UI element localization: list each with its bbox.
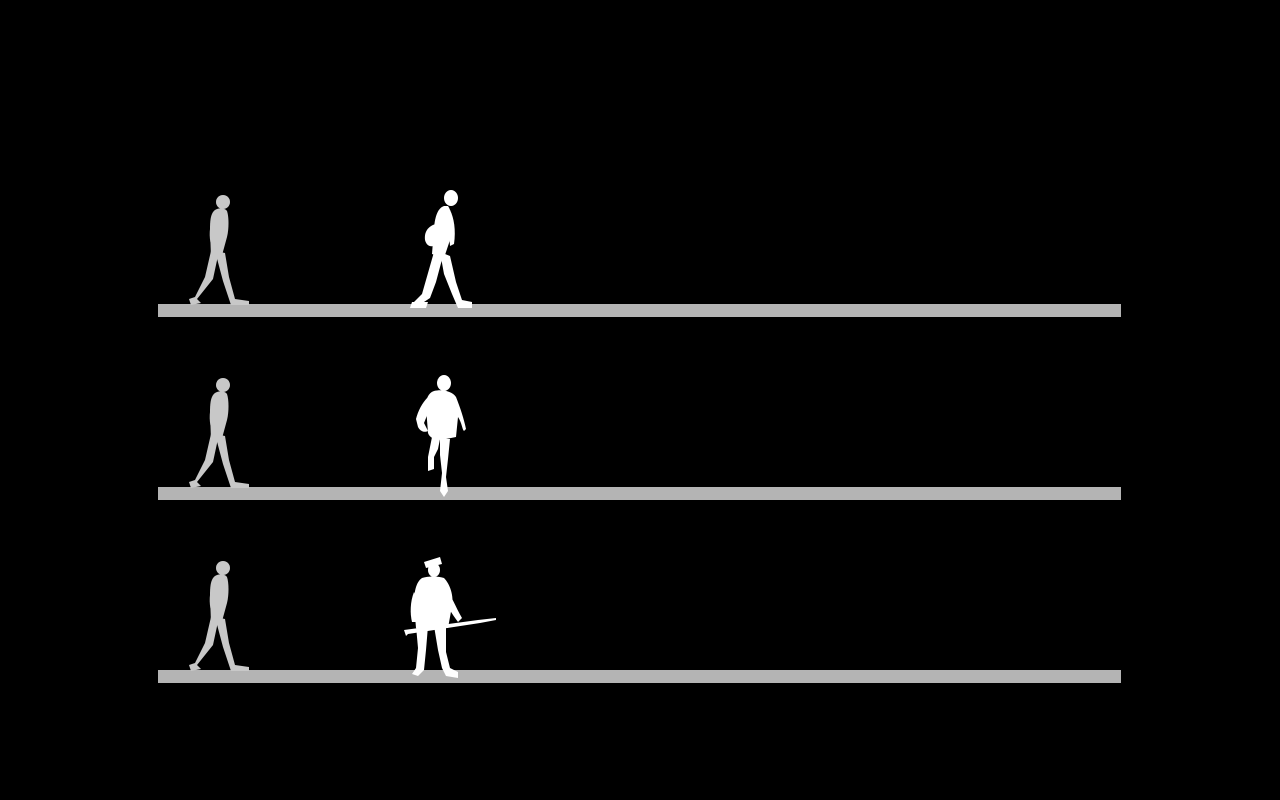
lane-2: [0, 303, 1280, 503]
track-bar: [158, 670, 1121, 683]
walking-man-icon: [189, 195, 249, 305]
running-man-icon: [416, 375, 466, 497]
track-bar: [158, 304, 1121, 317]
walking-man-icon: [189, 378, 249, 488]
lane-3: [0, 486, 1280, 686]
soldier-with-rifle-icon: [404, 557, 496, 678]
walking-man-icon: [189, 561, 249, 671]
track-bar: [158, 487, 1121, 500]
walking-man-with-bag-icon: [410, 190, 472, 308]
lane-1: [0, 120, 1280, 320]
